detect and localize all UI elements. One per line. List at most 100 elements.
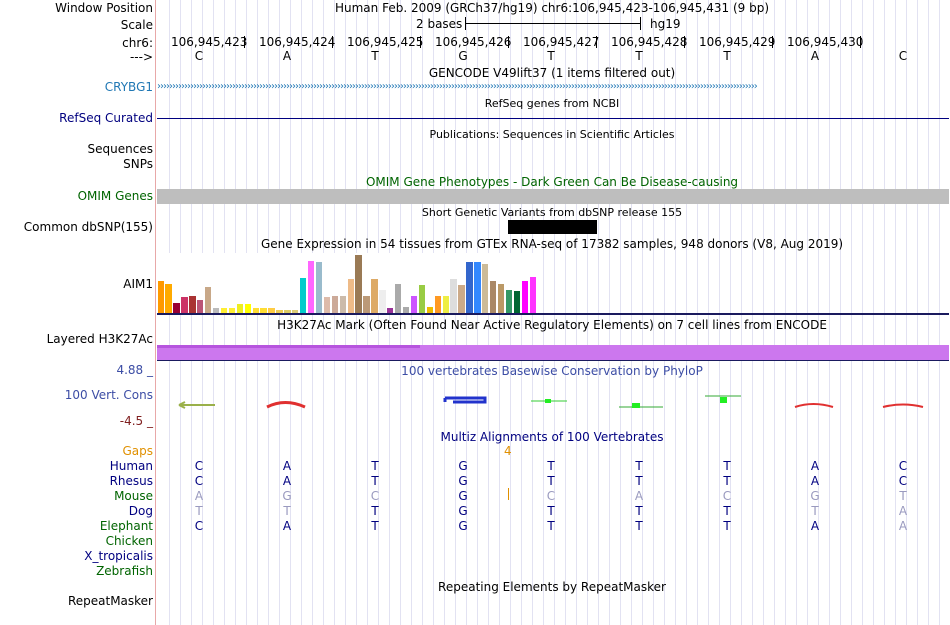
species-label[interactable]: X_tropicalis xyxy=(84,549,153,563)
phylop-label[interactable]: 100 Vert. Cons xyxy=(64,388,153,402)
h3k27-label[interactable]: Layered H3K27Ac xyxy=(46,332,153,346)
gtex-tissue-bar[interactable] xyxy=(513,290,521,313)
gtex-tissue-bar[interactable] xyxy=(300,278,307,313)
species-label[interactable]: Chicken xyxy=(105,534,153,548)
repeat-label[interactable]: RepeatMasker xyxy=(67,594,153,608)
gtex-tissue-bar[interactable] xyxy=(268,308,275,313)
sequences-label[interactable]: Sequences xyxy=(87,142,153,156)
gtex-tissue-bar[interactable] xyxy=(418,285,426,313)
gtex-tissue-bar[interactable] xyxy=(205,286,212,313)
gtex-tissue-bar[interactable] xyxy=(434,295,441,313)
gtex-tissue-bar[interactable] xyxy=(284,309,291,313)
species-label[interactable]: Elephant xyxy=(99,519,153,533)
gtex-bar-chart[interactable] xyxy=(157,253,537,313)
gtex-tissue-bar[interactable] xyxy=(395,284,402,313)
gtex-tissue-bar[interactable] xyxy=(363,295,370,313)
gtex-tissue-bar[interactable] xyxy=(189,295,196,313)
gtex-tissue-bar[interactable] xyxy=(371,279,378,313)
gtex-tissue-bar[interactable] xyxy=(165,284,172,313)
dbsnp-variant[interactable] xyxy=(508,220,597,234)
gtex-tissue-bar[interactable] xyxy=(331,295,339,313)
gtex-tissue-bar[interactable] xyxy=(252,308,259,313)
gtex-tissue-bar[interactable] xyxy=(323,296,331,313)
gtex-tissue-bar[interactable] xyxy=(260,308,267,313)
gtex-tissue-bar[interactable] xyxy=(379,289,386,313)
gtex-tissue-bar[interactable] xyxy=(292,309,299,313)
dbsnp-title[interactable]: Short Genetic Variants from dbSNP releas… xyxy=(421,206,683,219)
gtex-tissue-bar[interactable] xyxy=(426,307,434,313)
phylop-title[interactable]: 100 vertebrates Basewise Conservation by… xyxy=(401,364,703,378)
gtex-tissue-bar[interactable] xyxy=(458,285,465,313)
gtex-tissue-bar[interactable] xyxy=(220,308,228,313)
snps-label[interactable]: SNPs xyxy=(123,157,153,171)
species-label[interactable]: Dog xyxy=(128,504,153,518)
species-label[interactable]: Zebrafish xyxy=(96,564,153,578)
gtex-tissue-bar[interactable] xyxy=(244,304,251,313)
position-tick xyxy=(684,36,685,48)
gtex-tissue-bar[interactable] xyxy=(307,260,315,313)
aligned-base: T xyxy=(723,504,731,518)
omim-gene-bar[interactable] xyxy=(157,189,949,204)
omim-label[interactable]: OMIM Genes xyxy=(77,189,153,203)
window-position-value[interactable]: Human Feb. 2009 (GRCh37/hg19) chr6:106,9… xyxy=(334,1,770,15)
gtex-tissue-bar[interactable] xyxy=(181,296,188,313)
h3k27-title[interactable]: H3K27Ac Mark (Often Found Near Active Re… xyxy=(277,318,827,332)
publications-title[interactable]: Publications: Sequences in Scientific Ar… xyxy=(429,128,675,141)
phylop-mark-11 xyxy=(882,403,924,408)
gtex-tissue-bar[interactable] xyxy=(442,295,449,313)
gtex-tissue-bar[interactable] xyxy=(521,281,529,313)
track-label-separator xyxy=(155,0,156,625)
repeat-title[interactable]: Repeating Elements by RepeatMasker xyxy=(438,580,666,594)
refseq-label[interactable]: RefSeq Curated xyxy=(59,111,153,125)
gtex-tissue-bar[interactable] xyxy=(402,307,410,313)
refseq-gene-line[interactable] xyxy=(157,118,949,119)
gaps-label[interactable]: Gaps xyxy=(122,444,153,458)
gtex-tissue-bar[interactable] xyxy=(466,261,473,313)
gtex-tissue-bar[interactable] xyxy=(505,289,513,313)
phylop-glyphs[interactable] xyxy=(157,390,949,420)
gtex-tissue-bar[interactable] xyxy=(497,284,505,313)
refseq-title[interactable]: RefSeq genes from NCBI xyxy=(484,97,620,110)
gtex-title[interactable]: Gene Expression in 54 tissues from GTEx … xyxy=(260,237,844,251)
aligned-base: G xyxy=(458,459,468,473)
gtex-tissue-bar[interactable] xyxy=(173,302,180,313)
species-label[interactable]: Rhesus xyxy=(109,474,153,488)
gencode-title[interactable]: GENCODE V49lift37 (1 items filtered out) xyxy=(428,66,676,80)
gtex-tissue-bar[interactable] xyxy=(410,295,418,313)
aligned-base: T xyxy=(635,519,643,533)
gtex-tissue-bar[interactable] xyxy=(197,300,204,313)
crybg1-label[interactable]: CRYBG1 xyxy=(104,80,153,94)
reference-base: T xyxy=(723,49,731,63)
gtex-tissue-bar[interactable] xyxy=(236,304,244,313)
gtex-tissue-bar[interactable] xyxy=(212,308,220,313)
multiz-title[interactable]: Multiz Alignments of 100 Vertebrates xyxy=(440,430,664,444)
gtex-tissue-bar[interactable] xyxy=(474,261,481,313)
crybg1-gene-line[interactable]: ››››››››››››››››››››››››››››››››››››››››… xyxy=(157,81,758,92)
gtex-tissue-bar[interactable] xyxy=(339,295,346,313)
aligned-base: T xyxy=(371,474,379,488)
scale-bar-tick-left xyxy=(465,17,466,30)
gtex-tissue-bar[interactable] xyxy=(529,277,536,313)
gtex-tissue-bar[interactable] xyxy=(347,279,354,313)
gtex-label[interactable]: AIM1 xyxy=(123,277,153,291)
aligned-base: T xyxy=(547,519,555,533)
mouse-gap-marker xyxy=(508,488,509,500)
position-tick-label: 106,945,423 xyxy=(171,35,248,49)
dbsnp-label[interactable]: Common dbSNP(155) xyxy=(23,220,153,234)
gtex-tissue-bar[interactable] xyxy=(157,281,164,313)
h3k27-signal[interactable] xyxy=(157,345,949,360)
gtex-tissue-bar[interactable] xyxy=(482,263,489,313)
gtex-tissue-bar[interactable] xyxy=(490,281,497,313)
position-tick xyxy=(772,36,773,48)
gtex-tissue-bar[interactable] xyxy=(387,308,394,313)
species-label[interactable]: Mouse xyxy=(114,489,153,503)
gtex-tissue-bar[interactable] xyxy=(228,308,236,313)
aligned-base: A xyxy=(282,459,292,473)
grid-line xyxy=(873,0,874,625)
gtex-tissue-bar[interactable] xyxy=(315,261,323,313)
omim-title[interactable]: OMIM Gene Phenotypes - Dark Green Can Be… xyxy=(365,175,739,189)
gtex-tissue-bar[interactable] xyxy=(450,279,457,313)
gtex-tissue-bar[interactable] xyxy=(276,309,283,313)
gtex-tissue-bar[interactable] xyxy=(355,255,362,313)
species-label[interactable]: Human xyxy=(109,459,153,473)
